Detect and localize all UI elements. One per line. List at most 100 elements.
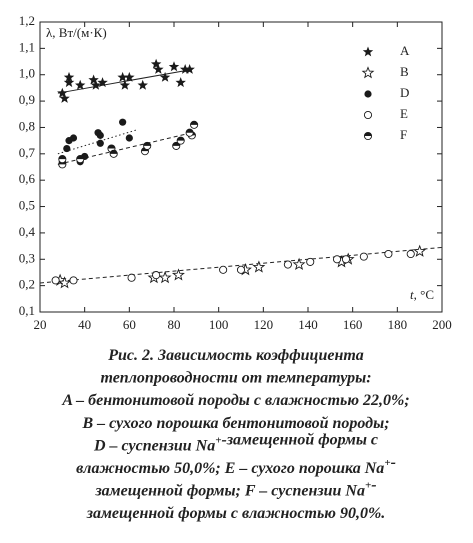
circle-marker (51, 276, 60, 285)
circle-marker (219, 265, 228, 274)
legend-label: E (400, 106, 408, 121)
circle-marker (63, 144, 71, 153)
caption-text: влажностью 50,0%; E – сухого порошка Na (76, 460, 384, 477)
x-axis-unit: , °C (414, 287, 434, 302)
half-circle-marker (58, 155, 67, 164)
star-marker (171, 268, 185, 281)
circle-marker (341, 255, 351, 264)
star-marker (63, 71, 75, 82)
star-marker (292, 257, 306, 271)
star-marker (75, 79, 86, 90)
y-tick-label: 0,7 (19, 145, 36, 160)
caption-sup: + (384, 457, 390, 469)
circle-marker (364, 90, 372, 98)
half-circle-marker (76, 155, 85, 164)
legend-label: F (400, 127, 407, 142)
circle-marker (236, 265, 246, 274)
caption-text: B – сухого порошка бентонитовой породы; (81, 414, 389, 431)
x-axis-variable: t (410, 287, 414, 302)
y-tick-label: 0,2 (19, 277, 35, 292)
star-marker (158, 270, 172, 284)
half-circle-fill (76, 155, 84, 160)
circle-marker (363, 110, 373, 120)
y-tick-label: 0,5 (19, 198, 35, 213)
caption-line: влажностью 50,0%; E – сухого порошка Na+… (76, 454, 396, 477)
star-marker (124, 71, 135, 82)
half-circle-marker (176, 136, 185, 145)
caption-text: -замещенной формы с (221, 431, 378, 448)
star-marker (88, 74, 99, 85)
star-marker (150, 58, 162, 69)
circle-marker (96, 139, 104, 147)
half-circle-marker (172, 141, 181, 150)
star-marker (119, 79, 131, 90)
x-tick-label: 60 (123, 317, 136, 332)
star-marker (57, 87, 68, 98)
plot-frame (39, 21, 443, 313)
half-circle-fill (186, 129, 194, 133)
half-circle-marker (185, 128, 194, 137)
x-tick-label: 120 (254, 317, 274, 332)
star-marker (184, 64, 195, 74)
y-tick-label: 0,4 (19, 224, 36, 239)
x-tick-label: 100 (209, 317, 229, 332)
y-tick-label: 1,2 (19, 13, 35, 28)
trend-line (39, 246, 443, 284)
star-marker (168, 61, 180, 72)
caption-line: D – суспензии Na+-замещенной формы с (93, 431, 378, 454)
caption-text: замещенной формы с влажностью 90,0%. (86, 505, 386, 522)
x-tick-label: 180 (388, 317, 408, 332)
legend-label: B (400, 64, 409, 79)
y-axis-label: λ, Вт/(м·К) (46, 25, 107, 40)
circle-marker (384, 249, 393, 259)
star-marker (117, 71, 128, 82)
circle-marker (306, 257, 315, 266)
star-marker (59, 93, 70, 103)
circle-marker (359, 252, 368, 261)
star-marker (63, 77, 75, 88)
circle-marker (127, 273, 136, 282)
caption-text: теплопроводности от температуры: (100, 369, 371, 386)
star-marker (159, 71, 171, 82)
y-tick-label: 0,6 (19, 171, 36, 186)
half-circle-fill (107, 144, 116, 149)
star-marker (175, 77, 186, 88)
half-circle-marker (190, 120, 199, 129)
caption-text: замещенной формы; F – суспензии Na (94, 482, 365, 499)
caption-line: Рис. 2. Зависимость коэффициента (107, 347, 364, 364)
caption-text: - (391, 454, 396, 471)
legend-label: A (400, 43, 410, 58)
star-marker (179, 64, 191, 74)
circle-marker (152, 271, 161, 280)
circle-marker (125, 134, 133, 142)
caption-text: - (371, 476, 376, 493)
star-marker (90, 79, 102, 90)
circle-marker (69, 276, 78, 285)
caption-text: D – суспензии Na (93, 437, 215, 454)
caption-text: A – бентонитовой породы с влажностью 22,… (61, 392, 409, 409)
y-tick-label: 0,9 (19, 92, 35, 107)
caption-sup: + (365, 479, 371, 491)
circle-marker (96, 131, 104, 139)
x-tick-label: 140 (298, 317, 318, 332)
y-tick-label: 0,3 (19, 250, 35, 265)
x-tick-label: 80 (168, 317, 181, 332)
x-tick-label: 20 (34, 317, 47, 332)
half-circle-marker (143, 141, 152, 150)
caption-text: Рис. 2. Зависимость коэффициента (107, 347, 364, 364)
circle-marker (332, 255, 342, 264)
caption-sup: + (215, 434, 221, 446)
star-marker (413, 244, 427, 257)
y-tick-label: 0,8 (19, 118, 35, 133)
y-tick-label: 1,0 (19, 66, 35, 81)
half-circle-fill (58, 155, 66, 160)
caption-line: замещенной формы с влажностью 90,0%. (86, 505, 386, 522)
half-circle-fill (190, 121, 198, 125)
half-circle-marker (109, 149, 118, 158)
star-marker (252, 260, 266, 273)
star-marker (58, 276, 72, 289)
x-tick-label: 200 (432, 317, 452, 332)
x-tick-label: 160 (343, 317, 363, 332)
star-marker (97, 77, 108, 88)
